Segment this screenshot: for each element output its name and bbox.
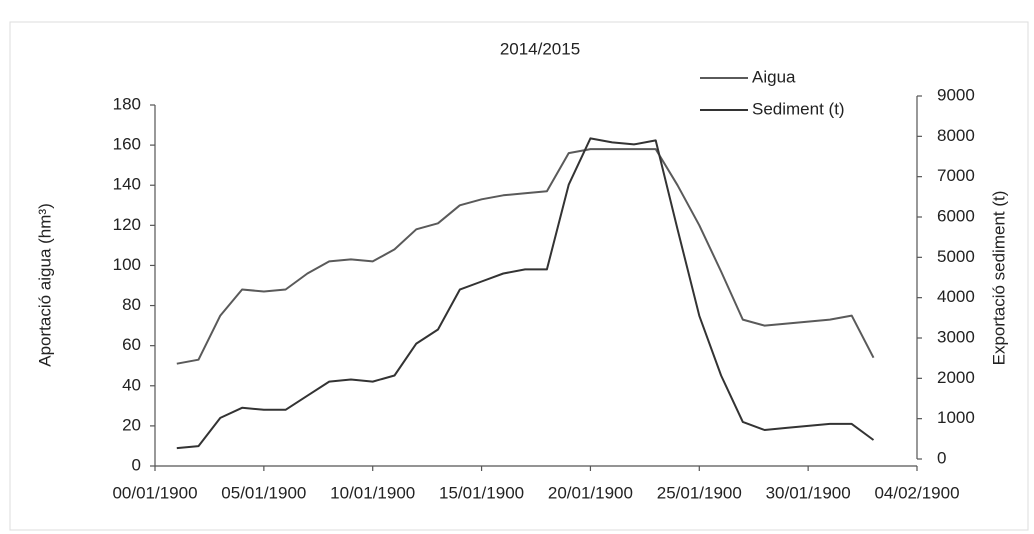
chart-title: 2014/2015: [500, 39, 580, 58]
x-tick-label: 04/02/1900: [874, 483, 959, 502]
y-tick-label: 20: [122, 415, 141, 434]
y2-tick-label: 3000: [937, 327, 975, 346]
y2-tick-label: 9000: [937, 85, 975, 104]
y2-tick-label: 0: [937, 448, 946, 467]
y2-axis-label: Exportació sediment (t): [989, 191, 1008, 366]
x-tick-label: 00/01/1900: [112, 483, 197, 502]
x-tick-label: 20/01/1900: [548, 483, 633, 502]
series-line: [176, 137, 875, 450]
y-tick-label: 0: [132, 455, 141, 474]
y-tick-label: 100: [113, 255, 141, 274]
y-tick-label: 120: [113, 215, 141, 234]
x-tick-label: 30/01/1900: [766, 483, 851, 502]
y2-tick-label: 8000: [937, 126, 975, 145]
y-tick-label: 40: [122, 375, 141, 394]
y2-tick-label: 5000: [937, 247, 975, 266]
x-tick-label: 05/01/1900: [221, 483, 306, 502]
y2-tick-label: 1000: [937, 408, 975, 427]
y-tick-label: 60: [122, 335, 141, 354]
x-tick-label: 25/01/1900: [657, 483, 742, 502]
y2-tick-label: 7000: [937, 166, 975, 185]
x-tick-label: 10/01/1900: [330, 483, 415, 502]
y-tick-label: 80: [122, 295, 141, 314]
chart-frame: [9, 21, 1029, 531]
series-line: [176, 148, 875, 365]
y2-tick-label: 6000: [937, 206, 975, 225]
y-tick-label: 160: [113, 135, 141, 154]
legend-label: Sediment (t): [752, 99, 845, 118]
y-tick-label: 180: [113, 94, 141, 113]
y-axis-label: Aportació aigua (hm³): [35, 203, 54, 366]
x-tick-label: 15/01/1900: [439, 483, 524, 502]
y2-tick-label: 2000: [937, 368, 975, 387]
legend-label: Aigua: [752, 67, 796, 86]
y2-tick-label: 4000: [937, 287, 975, 306]
y-tick-label: 140: [113, 175, 141, 194]
